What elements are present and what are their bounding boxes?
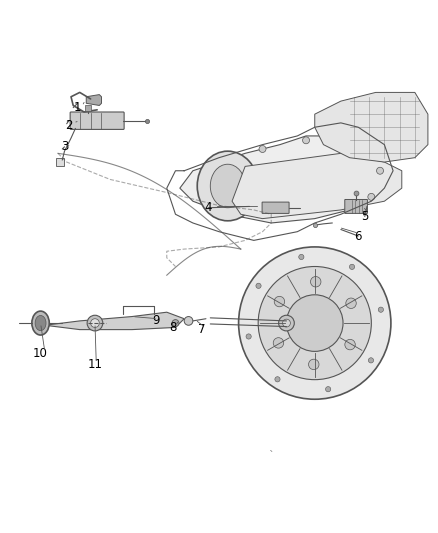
Circle shape <box>256 283 261 288</box>
Text: 2: 2 <box>65 118 73 132</box>
Polygon shape <box>86 94 102 106</box>
Text: 3: 3 <box>61 140 68 154</box>
Circle shape <box>368 358 374 363</box>
Polygon shape <box>180 136 385 223</box>
Circle shape <box>239 247 391 399</box>
Circle shape <box>87 315 103 331</box>
Polygon shape <box>45 312 184 329</box>
Text: 7: 7 <box>198 323 205 336</box>
Text: 4: 4 <box>205 201 212 214</box>
Circle shape <box>286 295 343 351</box>
Circle shape <box>172 320 179 327</box>
Circle shape <box>377 167 384 174</box>
Circle shape <box>184 317 193 325</box>
Circle shape <box>273 338 284 348</box>
Circle shape <box>325 386 331 392</box>
Circle shape <box>346 298 356 309</box>
Text: 10: 10 <box>33 347 48 360</box>
Circle shape <box>311 277 321 287</box>
Ellipse shape <box>210 164 245 208</box>
Circle shape <box>258 266 371 379</box>
Circle shape <box>283 319 290 327</box>
Ellipse shape <box>35 316 46 330</box>
Circle shape <box>368 193 375 200</box>
Polygon shape <box>232 154 402 219</box>
Circle shape <box>303 137 310 144</box>
Text: 1: 1 <box>74 101 81 114</box>
Text: 8: 8 <box>170 321 177 334</box>
Ellipse shape <box>197 151 258 221</box>
Circle shape <box>259 146 266 152</box>
Circle shape <box>346 146 353 152</box>
Circle shape <box>308 359 319 370</box>
Circle shape <box>378 307 384 312</box>
Bar <box>56 158 64 166</box>
Text: 11: 11 <box>88 358 102 371</box>
Circle shape <box>274 296 285 307</box>
Circle shape <box>246 334 251 339</box>
Circle shape <box>299 254 304 260</box>
Circle shape <box>350 264 355 270</box>
Circle shape <box>275 377 280 382</box>
Circle shape <box>345 340 355 350</box>
Text: 9: 9 <box>152 314 159 327</box>
Text: 6: 6 <box>354 230 362 243</box>
Text: `: ` <box>268 451 274 461</box>
FancyBboxPatch shape <box>345 199 367 213</box>
Circle shape <box>91 319 99 327</box>
Circle shape <box>279 315 294 331</box>
Text: 5: 5 <box>361 210 368 223</box>
Ellipse shape <box>32 311 49 335</box>
Polygon shape <box>315 92 428 162</box>
FancyBboxPatch shape <box>70 112 124 130</box>
FancyBboxPatch shape <box>262 202 289 213</box>
